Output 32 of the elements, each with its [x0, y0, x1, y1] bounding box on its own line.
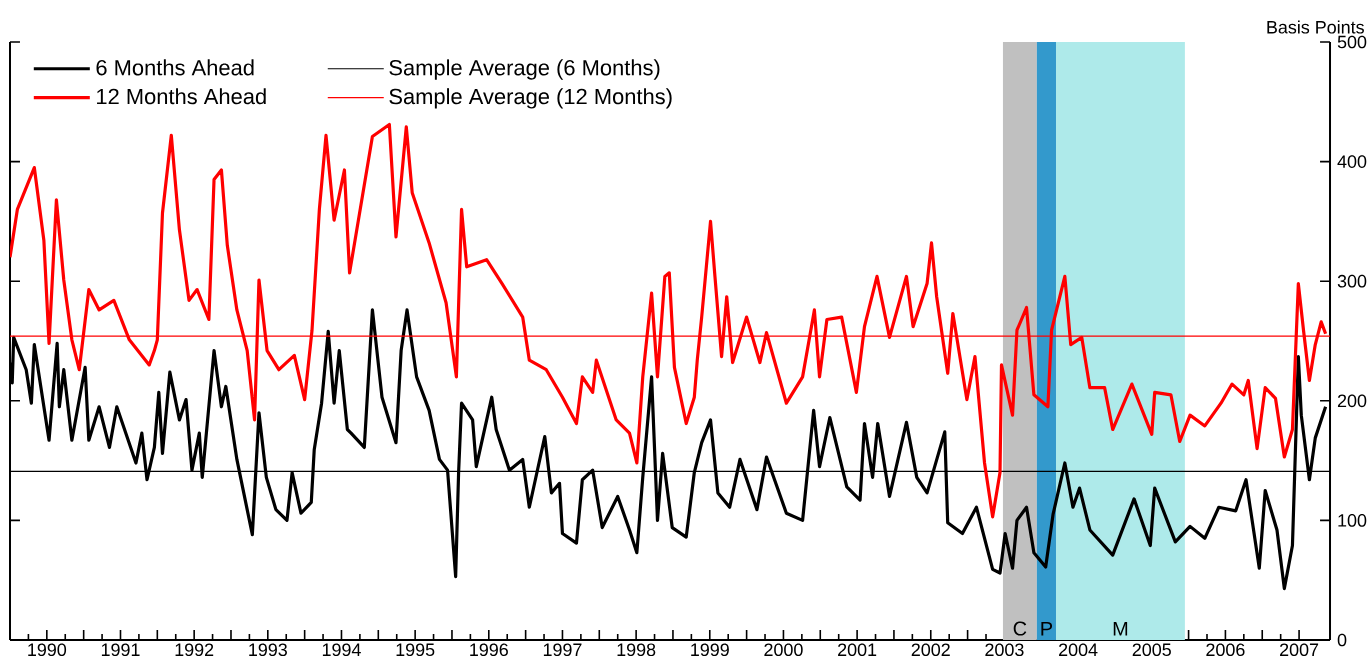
y-tick-label: 100	[1338, 514, 1367, 527]
x-tick-label: 1998	[617, 643, 656, 657]
band-label: P	[1041, 621, 1053, 636]
legend-label: Sample Average (6 Months)	[389, 59, 660, 80]
x-tick-label: 2005	[1132, 643, 1171, 657]
y-tick-label: 300	[1337, 274, 1367, 288]
x-tick-label: 2002	[911, 643, 950, 657]
legend-label: Sample Average (12 Months)	[389, 88, 672, 109]
legend-label: 12 Months Ahead	[97, 88, 266, 105]
x-tick-label: 1997	[543, 643, 582, 657]
band-label: M	[1113, 621, 1128, 636]
legend-label: 6 Months Ahead	[96, 59, 254, 76]
x-tick-label: 2001	[838, 643, 877, 657]
y-tick-label: 400	[1337, 155, 1367, 168]
x-tick-label: 2003	[985, 643, 1024, 657]
x-tick-label: 2000	[764, 643, 803, 657]
y-axis-title: Basis Points	[1267, 20, 1364, 34]
x-tick-label: 1992	[175, 643, 214, 657]
x-tick-label: 2006	[1206, 643, 1245, 657]
x-tick-label: 1995	[396, 643, 435, 657]
x-tick-label: 1991	[101, 643, 140, 657]
band-label: C	[1013, 621, 1027, 636]
y-tick-label: 500	[1337, 35, 1367, 49]
x-tick-label: 1994	[322, 643, 361, 657]
x-tick-label: 1990	[28, 643, 67, 657]
y-tick-label: 200	[1337, 394, 1367, 408]
x-tick-label: 1996	[470, 643, 508, 657]
x-tick-label: 1999	[691, 643, 729, 657]
x-tick-label: 2004	[1059, 643, 1098, 657]
x-tick-label: 2007	[1280, 643, 1319, 657]
y-tick-label: 0	[1337, 633, 1347, 647]
x-tick-label: 1993	[249, 643, 287, 657]
